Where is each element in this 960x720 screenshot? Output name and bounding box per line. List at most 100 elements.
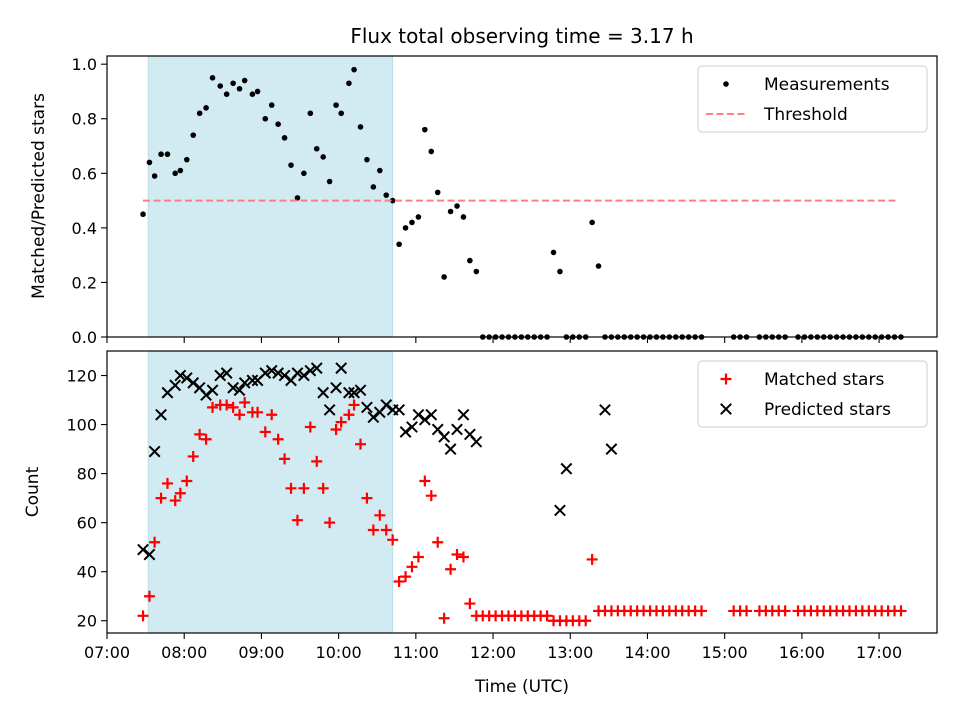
predicted-stars-point [470,435,483,448]
matched-stars-point [143,590,155,602]
matched-stars-point [400,571,412,583]
top-y-axis: 0.0 0.2 0.4 0.6 0.8 1.0 [72,55,880,347]
top-legend-box [697,65,928,133]
bottom-legend: Matched stars Predicted stars [697,360,928,428]
matched-stars-point [324,517,336,529]
measurement-point [467,257,473,264]
matched-stars-point [169,495,181,507]
bottom-y-tick-label: 100 [66,416,97,435]
chart-title: Flux total observing time = 3.17 h [350,24,693,48]
matched-stars-point [311,455,323,467]
measurement-point [190,132,197,138]
measurement-point [396,241,402,248]
measurement-point [389,197,396,204]
predicted-stars-point [278,369,291,382]
measurement-point [415,214,422,220]
x-tick-label: 16:00 [779,643,825,662]
predicted-stars-point [174,369,187,382]
matched-stars-point [380,524,392,536]
matched-stars-point [895,605,907,617]
x-tick-label: 11:00 [393,643,439,662]
top-y-tick-label: 0.0 [72,328,97,347]
measurement-point [268,102,275,108]
top-legend-label: Measurements [764,75,890,95]
top-axes-frame [106,55,938,338]
predicted-stars-point [393,403,406,416]
predicted-stars-point [246,374,259,387]
matched-stars-point [580,615,592,627]
matched-stars-point [239,396,251,408]
measurement-point [294,195,301,201]
top-plot-area [140,66,904,340]
predicted-stars-point [323,403,336,416]
x-tick-label: 13:00 [547,643,593,662]
measurement-point [351,66,357,73]
matched-stars-point [174,487,186,499]
x-tick-label: 12:00 [470,643,516,662]
measurement-point [383,192,390,198]
matched-stars-point [348,399,360,411]
measurement-point [557,268,563,275]
predicted-stars-point [291,367,304,379]
predicted-stars-point [214,369,227,382]
measurement-point [307,110,314,117]
measurement-point [254,88,261,95]
measurement-point [364,156,370,163]
x-tick-label: 14:00 [624,643,670,662]
top-y-tick-label: 0.4 [72,219,97,238]
matched-stars-point [181,475,193,487]
predicted-stars-point [348,386,360,399]
x-axis-label: Time (UTC) [474,677,569,697]
measurement-point [422,126,428,133]
x-tick-label: 17:00 [856,643,902,662]
measurement-point [434,189,441,196]
matched-stars-point [317,482,329,494]
matched-stars-point [272,433,284,445]
predicted-stars-point [259,367,272,379]
measurement-point [241,77,248,84]
matched-stars-point [330,423,342,435]
predicted-stars-point [265,364,278,377]
bottom-legend-box [697,360,928,428]
measurement-point [223,91,230,97]
measurement-point [447,208,454,215]
matched-stars-point [393,576,405,588]
measurement-point [313,145,320,152]
matched-stars-point [161,477,173,489]
measurement-point [550,249,557,256]
predicted-stars-point [425,408,438,421]
bottom-axes-frame [106,350,938,634]
x-tick-label: 08:00 [161,643,207,662]
top-y-tick-label: 0.2 [72,273,97,292]
predicted-stars-point [457,408,470,421]
bottom-legend-handle [720,403,732,415]
predicted-stars-point [343,386,355,399]
bottom-panel: 20 40 60 80 100 120 07:00 08:00 09:00 10:00 11:00… [23,350,938,697]
measurement-point [377,167,383,174]
measurement-point [217,83,224,89]
bottom-y-axis-label: Count [23,466,43,517]
matched-stars-point [696,605,708,617]
measurement-point [281,135,288,141]
matched-stars-point [741,605,753,617]
predicted-stars-point [412,408,425,421]
measurement-point [196,110,203,117]
x-tick-label: 09:00 [238,643,284,662]
top-legend-handle [723,81,729,87]
predicted-stars-point [599,403,611,416]
bottom-y-tick-label: 20 [77,612,97,631]
predicted-stars-point [406,421,418,433]
predicted-stars-point [220,367,233,379]
bottom-x-axis: 07:00 08:00 09:00 10:00 11:00 12:00 13:00 14:00… [84,633,902,662]
predicted-stars-point [560,462,573,475]
matched-stars-point [234,409,246,421]
measurement-point [249,91,256,97]
measurement-point [589,219,595,226]
top-legend-label: Threshold [763,105,848,125]
matched-stars-point [304,421,316,433]
matched-stars-point [361,492,373,504]
measurement-point [320,154,326,160]
measurement-point [177,167,184,174]
top-shaded-region [147,55,394,338]
predicted-stars-point [451,423,463,436]
